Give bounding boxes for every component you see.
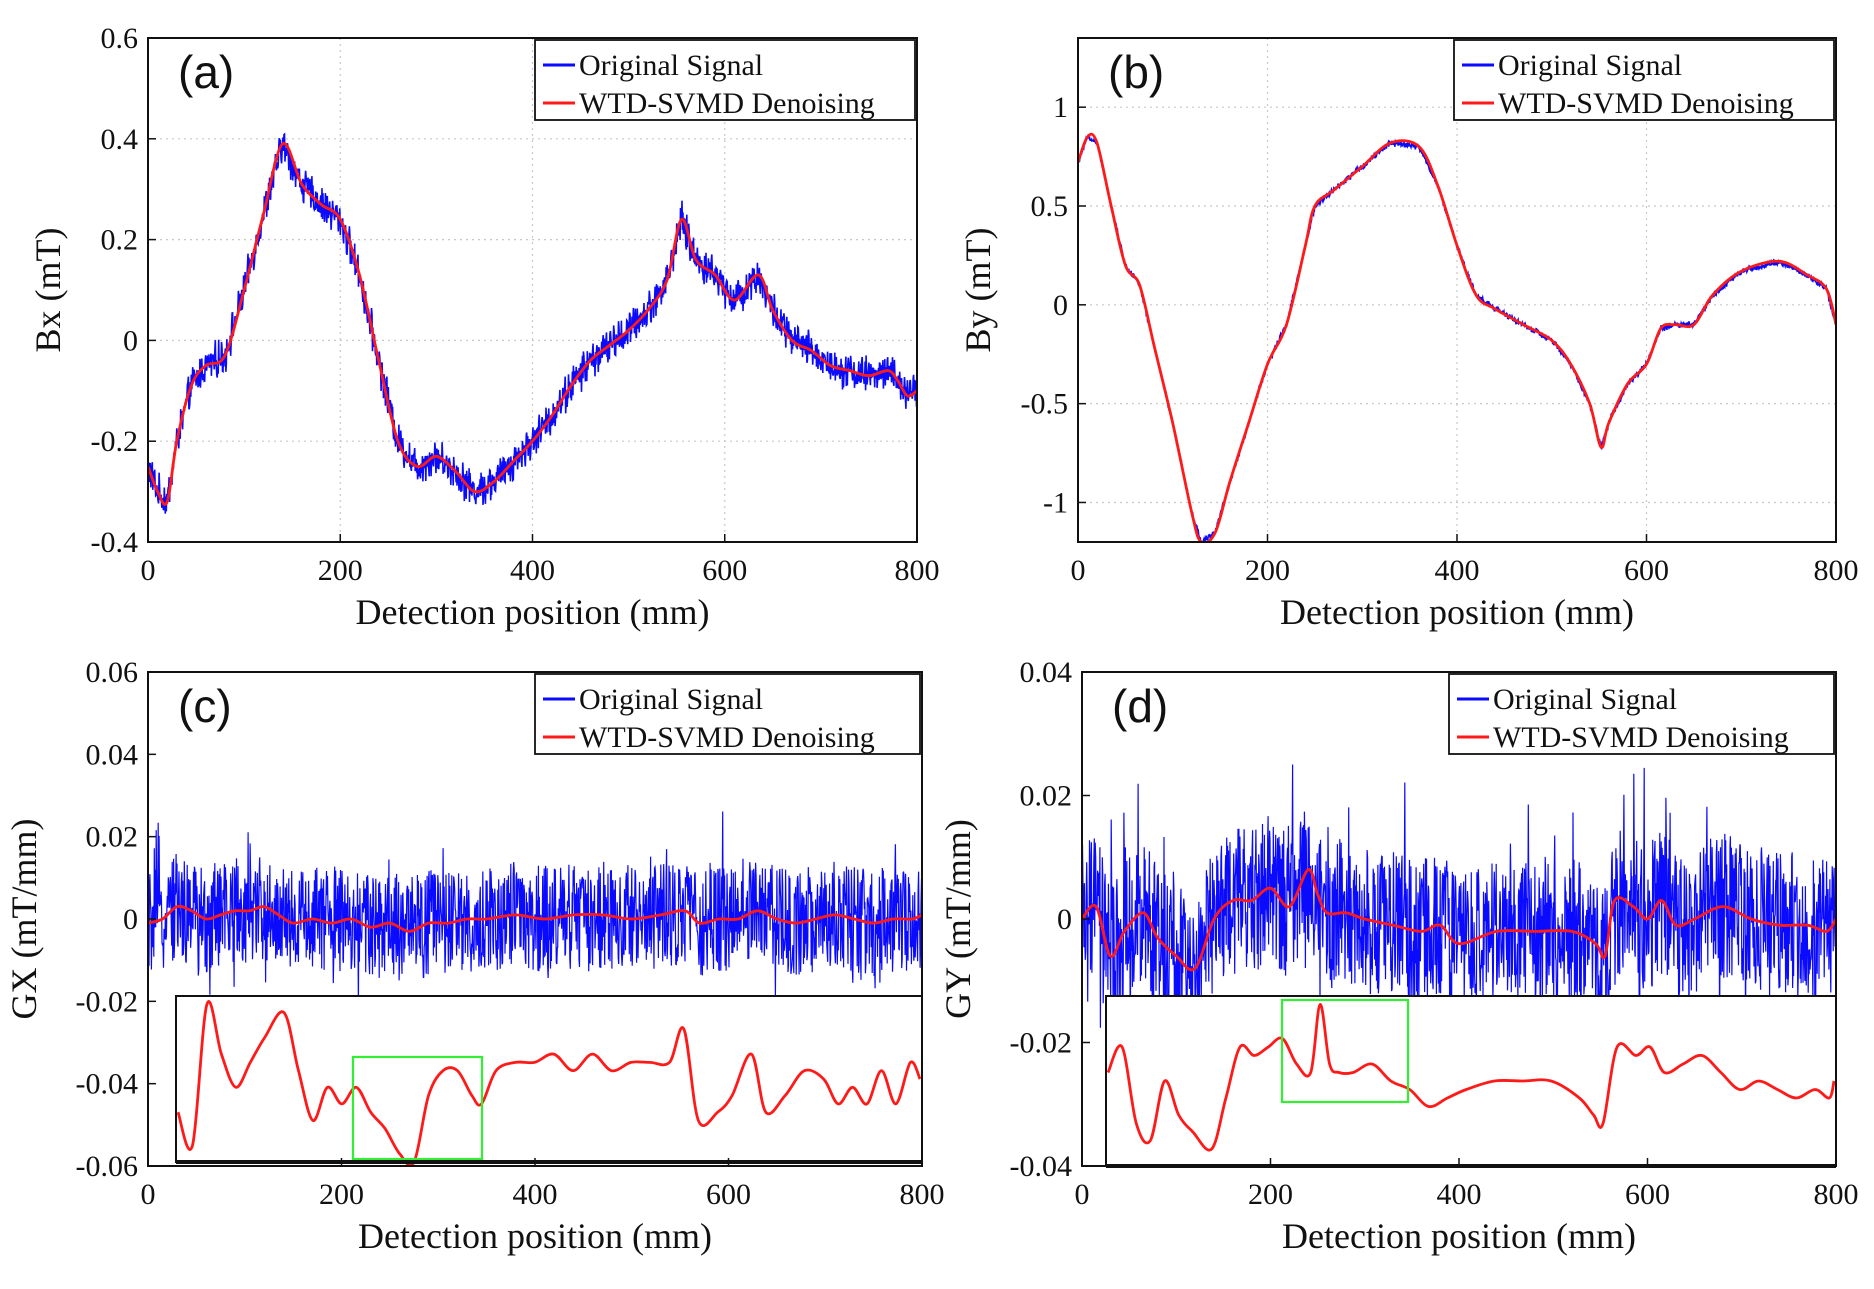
x-tick-label: 200 [319,1178,364,1211]
y-axis-label: Bx (mT) [28,228,68,353]
series-original-signal [1082,764,1836,1080]
legend-label: WTD-SVMD Denoising [579,87,875,120]
y-tick-label: 0 [1053,289,1068,322]
series-wtd-svmd-denoising [1082,868,1836,972]
x-axis-label: Detection position (mm) [1282,1216,1636,1256]
x-tick-label: 200 [1245,554,1290,587]
y-tick-label: -0.2 [91,425,139,458]
y-tick-label: 0.02 [1020,780,1073,813]
panel-label: (d) [1112,680,1168,732]
y-tick-label: 0.04 [1020,656,1073,689]
y-tick-label: 0.6 [101,22,139,55]
inset-curve [176,1000,922,1167]
legend-label: WTD-SVMD Denoising [579,721,875,754]
y-tick-label: -0.02 [1010,1027,1073,1060]
y-tick-label: -0.06 [76,1150,139,1183]
x-axis-label: Detection position (mm) [356,592,710,632]
x-tick-label: 800 [1814,1178,1859,1211]
y-tick-label: -0.04 [1010,1150,1073,1183]
x-tick-label: 200 [1248,1178,1293,1211]
y-tick-label: -1 [1043,486,1068,519]
legend-label: WTD-SVMD Denoising [1493,721,1789,754]
plot-area [1078,132,1836,542]
y-tick-label: 0.02 [86,821,139,854]
legend-label: WTD-SVMD Denoising [1498,87,1794,120]
x-tick-label: 800 [895,554,940,587]
x-tick-label: 600 [1625,1178,1670,1211]
series-wtd-svmd-denoising [148,904,922,933]
inset [1105,995,1837,1168]
x-tick-label: 600 [706,1178,751,1211]
y-tick-label: 0 [1057,903,1072,936]
x-tick-label: 0 [1075,1178,1090,1211]
inset-highlight-box [351,1055,484,1161]
panel-label: (b) [1108,46,1164,98]
legend: Original Signal WTD-SVMD Denoising [534,673,921,755]
x-axis-label: Detection position (mm) [1280,592,1634,632]
panel-c: 0 200 400 600 800 -0.06 -0.04 -0.02 0 0.02 0.04 0.0… [4,656,945,1256]
y-tick-label: 0.04 [86,738,139,771]
legend: Original Signal WTD-SVMD Denoising [1448,673,1835,755]
plot-area [1082,764,1836,1080]
y-axis-label: By (mT) [958,228,998,353]
series-original-signal [148,811,922,1005]
legend-label: Original Signal [579,49,763,82]
legend-box [1453,39,1835,121]
x-tick-label: 0 [141,554,156,587]
y-tick-label: -0.04 [76,1068,139,1101]
x-tick-label: 600 [1624,554,1669,587]
x-axis-label: Detection position (mm) [358,1216,712,1256]
panel-d: 0 200 400 600 800 -0.04 -0.02 0 0.02 0.04 Detectio… [938,656,1859,1256]
y-tick-label: 0.4 [101,123,139,156]
series-original-signal [148,132,917,514]
inset-curve [1106,1003,1836,1152]
panel-label: (a) [178,46,234,98]
x-tick-label: 600 [702,554,747,587]
inset [175,995,923,1167]
y-tick-label: 0.06 [86,656,139,689]
legend-box [534,673,921,755]
plot-area [148,132,917,514]
inset-highlight-box [1280,998,1410,1104]
series-wtd-svmd-denoising [1078,132,1836,542]
y-tick-label: -0.02 [76,985,139,1018]
y-tick-label: 0.2 [101,224,139,257]
legend-label: Original Signal [579,683,763,716]
x-tick-label: 800 [1814,554,1859,587]
legend-label: Original Signal [1498,49,1682,82]
x-tick-label: 0 [1071,554,1086,587]
y-tick-label: 0 [123,324,138,357]
legend: Original Signal WTD-SVMD Denoising [534,39,916,121]
plot-area [148,811,922,1005]
y-axis-label: GY (mT/mm) [938,819,978,1019]
x-tick-label: 400 [513,1178,558,1211]
y-axis-label: GX (mT/mm) [4,819,44,1020]
panel-b: 0 200 400 600 800 -1 -0.5 0 0.5 1 Detection positi… [958,37,1859,632]
y-tick-label: 0.5 [1031,190,1069,223]
legend-label: Original Signal [1493,683,1677,716]
x-tick-label: 400 [510,554,555,587]
series-wtd-svmd-denoising [148,142,917,506]
panel-label: (c) [178,680,232,732]
y-tick-label: 0 [123,903,138,936]
y-tick-label: -0.4 [91,526,139,559]
x-tick-label: 800 [900,1178,945,1211]
legend: Original Signal WTD-SVMD Denoising [1453,39,1835,121]
x-tick-label: 400 [1437,1178,1482,1211]
y-tick-label: -0.5 [1021,388,1069,421]
x-tick-label: 400 [1435,554,1480,587]
panel-a: 0 200 400 600 800 -0.4 -0.2 0 0.2 0.4 0.6 Detection… [28,22,940,632]
x-tick-label: 0 [141,1178,156,1211]
x-tick-label: 200 [318,554,363,587]
y-tick-label: 1 [1053,91,1068,124]
legend-box [1448,673,1835,755]
legend-box [534,39,916,121]
